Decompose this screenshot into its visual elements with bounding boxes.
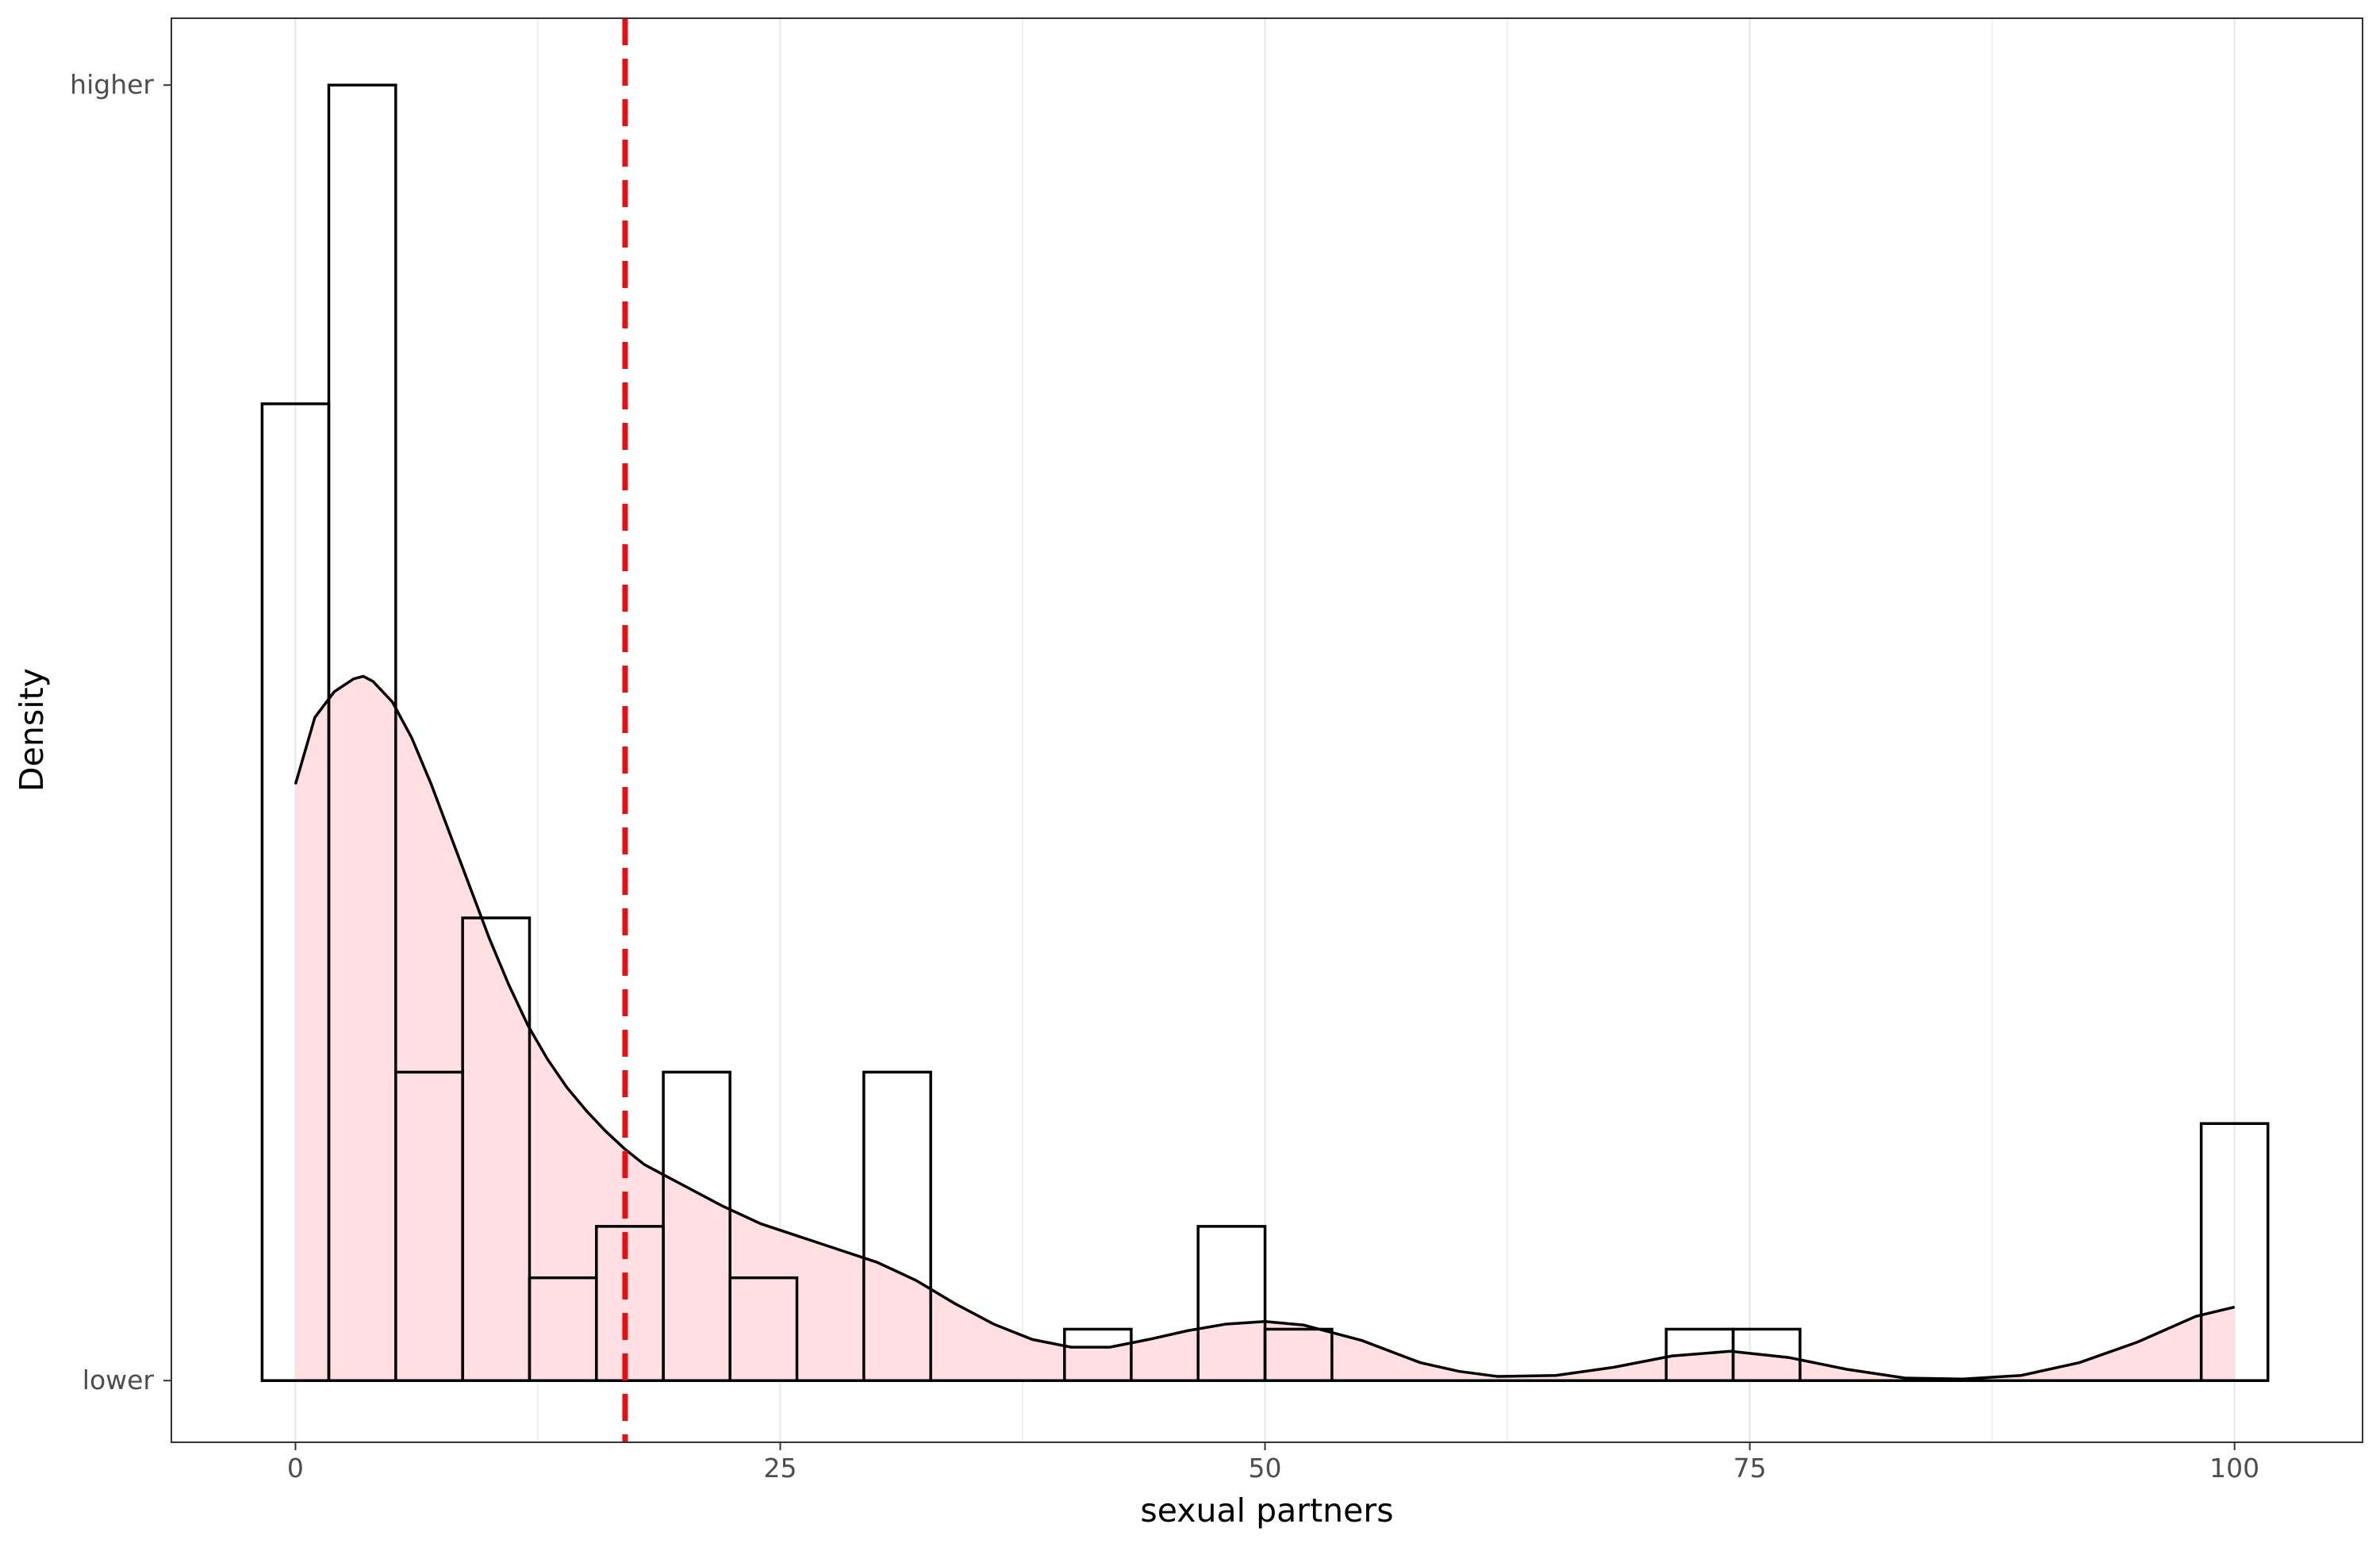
x-tick-label: 100 xyxy=(2209,1453,2259,1484)
x-axis-title: sexual partners xyxy=(1140,1491,1393,1530)
density-curve xyxy=(294,674,2236,1381)
histogram-bars xyxy=(260,83,2270,1382)
histogram-bar xyxy=(1263,1327,1334,1382)
histogram-bar xyxy=(728,1276,799,1382)
histogram-bar xyxy=(1063,1327,1133,1382)
histogram-bar xyxy=(327,83,397,1382)
histogram-bar xyxy=(662,1070,731,1382)
density-layer xyxy=(295,676,2235,1381)
histogram-bar xyxy=(862,1070,932,1382)
y-axis-title: Density xyxy=(13,668,51,792)
panel-border xyxy=(171,17,2363,1443)
x-tick-label: 50 xyxy=(1249,1453,1282,1484)
density-area xyxy=(295,676,2235,1381)
histogram-bar xyxy=(1731,1327,1802,1382)
x-tick-label: 0 xyxy=(287,1453,304,1484)
y-tick-label: higher xyxy=(70,69,154,100)
grid-lines xyxy=(294,18,2236,1442)
y-tick-label: lower xyxy=(83,1365,155,1395)
histogram-bar xyxy=(2199,1122,2270,1382)
histogram-bar xyxy=(1196,1225,1267,1382)
axis-ticks: 0 25 50 75 100 higher lower xyxy=(70,69,2259,1484)
x-tick-label: 75 xyxy=(1733,1453,1767,1484)
histogram-bar xyxy=(461,916,532,1382)
x-tick-label: 25 xyxy=(763,1453,797,1484)
